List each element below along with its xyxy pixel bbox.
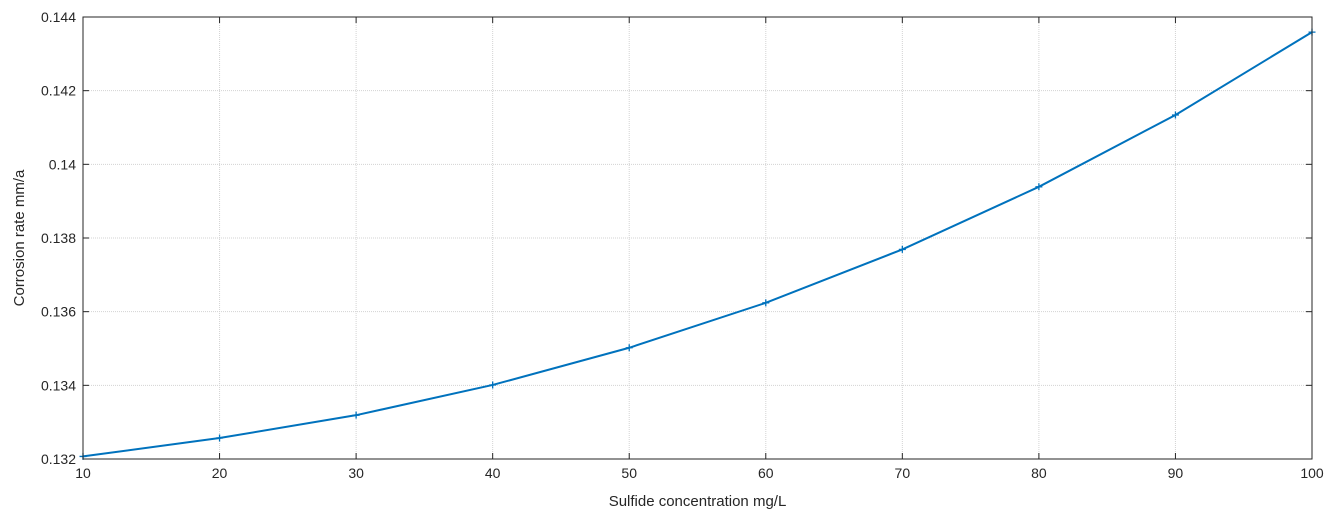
x-tick-label: 10 xyxy=(75,465,91,481)
y-axis-label: Corrosion rate mm/a xyxy=(11,169,28,306)
data-point-marker xyxy=(762,299,770,307)
grid-lines xyxy=(82,16,1313,460)
data-point-marker xyxy=(489,381,497,389)
y-tick-label: 0.136 xyxy=(41,304,76,320)
series-layer xyxy=(79,28,1316,460)
x-axis-label: Sulfide concentration mg/L xyxy=(609,493,787,510)
data-point-marker xyxy=(1035,183,1043,191)
series-line xyxy=(82,31,1313,458)
data-point-marker xyxy=(1171,111,1179,119)
y-tick-label: 0.14 xyxy=(49,156,76,172)
y-tick-label: 0.144 xyxy=(41,9,76,25)
y-tick-label: 0.138 xyxy=(41,230,76,246)
y-tick-labels: 0.132 0.134 0.136 0.138 0.14 0.142 0.144 xyxy=(41,9,76,467)
x-tick-label: 100 xyxy=(1300,465,1324,481)
x-tick-label: 40 xyxy=(485,465,501,481)
x-tick-label: 90 xyxy=(1168,465,1184,481)
x-tick-label: 70 xyxy=(895,465,911,481)
y-tick-label: 0.142 xyxy=(41,83,76,99)
data-point-marker xyxy=(898,245,906,253)
data-point-marker xyxy=(352,411,360,419)
y-tick-label: 0.134 xyxy=(41,377,76,393)
x-tick-label: 30 xyxy=(348,465,364,481)
data-point-marker xyxy=(216,434,224,442)
x-tick-labels: 10 20 30 40 50 60 70 80 90 100 xyxy=(75,465,1324,481)
y-tick-label: 0.132 xyxy=(41,451,76,467)
plot-frame xyxy=(82,16,1313,460)
x-tick-label: 60 xyxy=(758,465,774,481)
x-tick-label: 80 xyxy=(1031,465,1047,481)
x-tick-label: 20 xyxy=(212,465,228,481)
x-tick-label: 50 xyxy=(621,465,637,481)
data-point-marker xyxy=(625,344,633,352)
